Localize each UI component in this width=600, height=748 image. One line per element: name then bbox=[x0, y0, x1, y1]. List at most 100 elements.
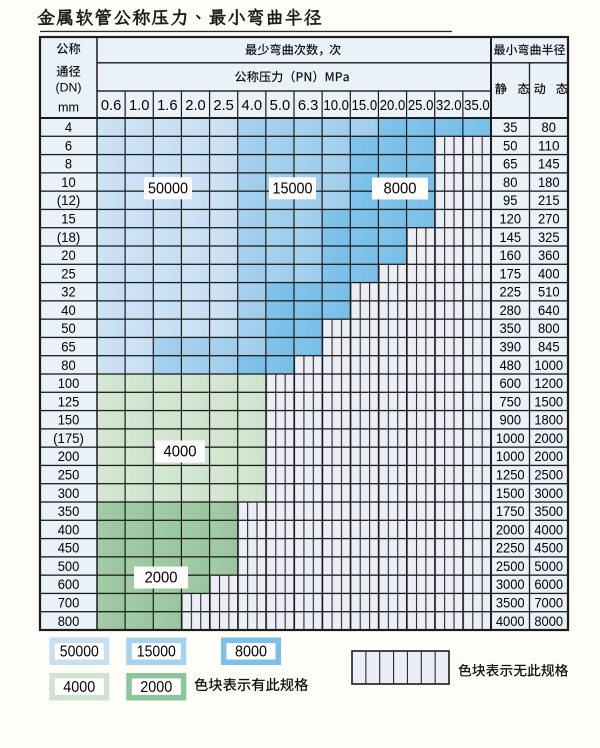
svg-text:1000: 1000 bbox=[496, 430, 525, 446]
svg-text:4000: 4000 bbox=[164, 444, 197, 461]
svg-text:80: 80 bbox=[61, 357, 76, 373]
svg-text:350: 350 bbox=[58, 503, 80, 519]
svg-text:900: 900 bbox=[499, 412, 521, 428]
svg-text:750: 750 bbox=[499, 393, 521, 409]
svg-text:2000: 2000 bbox=[496, 521, 525, 537]
svg-text:8000: 8000 bbox=[235, 644, 267, 661]
svg-text:6: 6 bbox=[65, 137, 72, 153]
svg-text:1.0: 1.0 bbox=[129, 97, 150, 114]
svg-text:10: 10 bbox=[61, 174, 76, 190]
svg-text:145: 145 bbox=[538, 156, 560, 172]
svg-text:20: 20 bbox=[61, 247, 76, 263]
svg-text:600: 600 bbox=[499, 375, 521, 391]
svg-text:8: 8 bbox=[65, 156, 72, 172]
svg-text:2000: 2000 bbox=[140, 679, 172, 696]
svg-text:(DN): (DN) bbox=[56, 80, 82, 94]
svg-text:4500: 4500 bbox=[534, 540, 563, 556]
svg-text:180: 180 bbox=[538, 174, 560, 190]
svg-text:1500: 1500 bbox=[534, 393, 563, 409]
svg-text:0.6: 0.6 bbox=[101, 97, 122, 114]
svg-text:2500: 2500 bbox=[496, 558, 525, 574]
svg-text:2000: 2000 bbox=[145, 570, 178, 587]
svg-text:160: 160 bbox=[499, 247, 521, 263]
svg-text:80: 80 bbox=[542, 119, 557, 135]
svg-text:4.0: 4.0 bbox=[242, 97, 263, 114]
svg-text:3000: 3000 bbox=[496, 576, 525, 592]
svg-text:110: 110 bbox=[538, 137, 560, 153]
svg-text:4000: 4000 bbox=[534, 521, 563, 537]
svg-text:mm: mm bbox=[58, 101, 79, 115]
svg-text:510: 510 bbox=[538, 284, 560, 300]
svg-text:400: 400 bbox=[538, 265, 560, 281]
svg-text:145: 145 bbox=[499, 229, 521, 245]
svg-text:2000: 2000 bbox=[534, 448, 563, 464]
svg-text:(18): (18) bbox=[57, 229, 81, 245]
svg-text:15.0: 15.0 bbox=[352, 97, 378, 114]
svg-text:20.0: 20.0 bbox=[380, 97, 406, 114]
svg-text:25: 25 bbox=[61, 265, 76, 281]
svg-text:700: 700 bbox=[58, 594, 80, 610]
svg-text:15000: 15000 bbox=[137, 644, 176, 661]
svg-text:50000: 50000 bbox=[60, 644, 99, 661]
svg-text:200: 200 bbox=[58, 448, 80, 464]
svg-text:2250: 2250 bbox=[496, 540, 525, 556]
svg-text:(175): (175) bbox=[53, 430, 84, 446]
svg-text:2000: 2000 bbox=[534, 430, 563, 446]
svg-text:40: 40 bbox=[61, 302, 76, 318]
svg-text:4: 4 bbox=[65, 119, 72, 135]
svg-text:390: 390 bbox=[499, 338, 521, 354]
svg-text:1750: 1750 bbox=[496, 503, 525, 519]
svg-text:3500: 3500 bbox=[534, 503, 563, 519]
svg-text:3000: 3000 bbox=[534, 485, 563, 501]
svg-text:250: 250 bbox=[58, 466, 80, 482]
svg-text:35: 35 bbox=[503, 119, 518, 135]
svg-text:1500: 1500 bbox=[496, 485, 525, 501]
svg-text:4000: 4000 bbox=[63, 679, 95, 696]
svg-text:8000: 8000 bbox=[384, 181, 417, 198]
svg-text:7000: 7000 bbox=[534, 594, 563, 610]
svg-text:2.5: 2.5 bbox=[213, 97, 234, 114]
svg-text:500: 500 bbox=[58, 558, 80, 574]
svg-text:120: 120 bbox=[499, 210, 521, 226]
svg-text:175: 175 bbox=[499, 265, 521, 281]
svg-text:800: 800 bbox=[58, 613, 80, 629]
svg-text:1000: 1000 bbox=[534, 357, 563, 373]
svg-text:800: 800 bbox=[538, 320, 560, 336]
svg-text:360: 360 bbox=[538, 247, 560, 263]
svg-text:6.3: 6.3 bbox=[298, 97, 319, 114]
svg-text:1800: 1800 bbox=[534, 412, 563, 428]
svg-text:32: 32 bbox=[61, 284, 76, 300]
svg-text:5000: 5000 bbox=[534, 558, 563, 574]
svg-text:50000: 50000 bbox=[148, 181, 188, 198]
svg-text:65: 65 bbox=[61, 338, 76, 354]
svg-text:600: 600 bbox=[58, 576, 80, 592]
svg-text:25.0: 25.0 bbox=[408, 97, 434, 114]
svg-text:35.0: 35.0 bbox=[464, 97, 490, 114]
svg-text:50: 50 bbox=[61, 320, 76, 336]
svg-text:450: 450 bbox=[58, 540, 80, 556]
svg-text:(12): (12) bbox=[57, 192, 81, 208]
svg-text:280: 280 bbox=[499, 302, 521, 318]
svg-text:5.0: 5.0 bbox=[270, 97, 291, 114]
svg-text:640: 640 bbox=[538, 302, 560, 318]
svg-text:10.0: 10.0 bbox=[323, 97, 349, 114]
svg-text:95: 95 bbox=[503, 192, 518, 208]
svg-text:2.0: 2.0 bbox=[185, 97, 206, 114]
svg-text:1.6: 1.6 bbox=[157, 97, 178, 114]
svg-text:400: 400 bbox=[58, 521, 80, 537]
svg-text:6000: 6000 bbox=[534, 576, 563, 592]
svg-text:300: 300 bbox=[58, 485, 80, 501]
svg-text:2500: 2500 bbox=[534, 466, 563, 482]
svg-text:215: 215 bbox=[538, 192, 560, 208]
svg-text:4000: 4000 bbox=[496, 613, 525, 629]
svg-text:1200: 1200 bbox=[534, 375, 563, 391]
svg-text:15000: 15000 bbox=[273, 181, 313, 198]
svg-text:80: 80 bbox=[503, 174, 518, 190]
svg-text:270: 270 bbox=[538, 210, 560, 226]
svg-text:225: 225 bbox=[499, 284, 521, 300]
svg-text:15: 15 bbox=[61, 210, 76, 226]
svg-text:8000: 8000 bbox=[534, 613, 563, 629]
svg-text:50: 50 bbox=[503, 137, 518, 153]
svg-text:1250: 1250 bbox=[496, 466, 525, 482]
svg-text:32.0: 32.0 bbox=[436, 97, 462, 114]
